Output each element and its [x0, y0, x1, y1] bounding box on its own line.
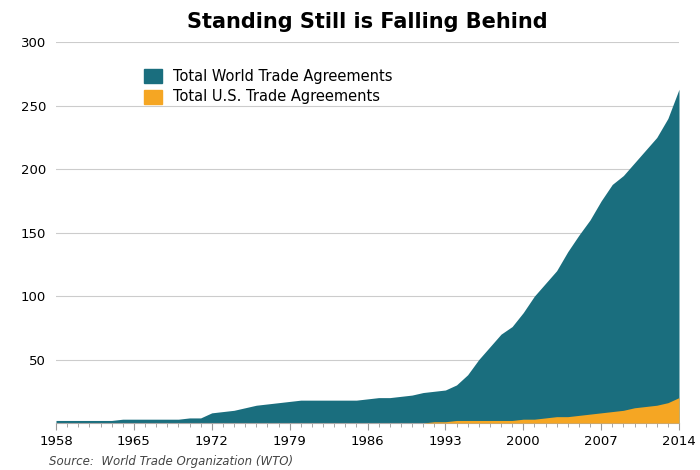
- Legend: Total World Trade Agreements, Total U.S. Trade Agreements: Total World Trade Agreements, Total U.S.…: [144, 69, 393, 104]
- Text: Source:  World Trade Organization (WTO): Source: World Trade Organization (WTO): [49, 454, 293, 468]
- Title: Standing Still is Falling Behind: Standing Still is Falling Behind: [187, 12, 548, 32]
